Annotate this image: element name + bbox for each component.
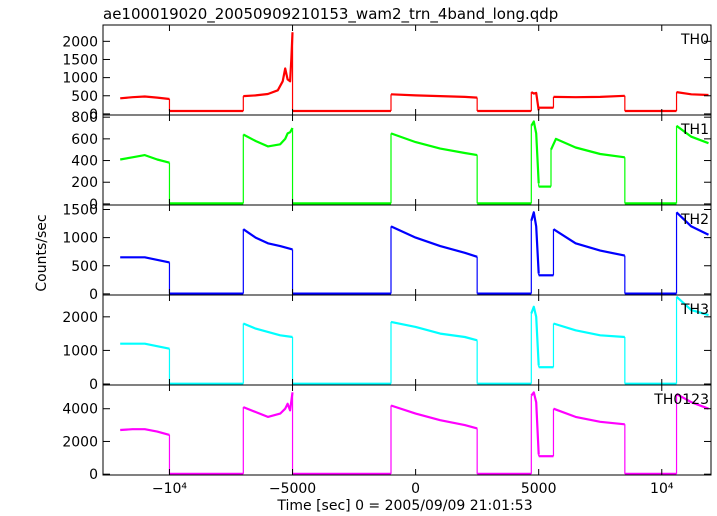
- y-tick-label: 2000: [62, 34, 98, 50]
- y-tick-label: 0: [89, 107, 98, 123]
- x-tick-label: 5000: [521, 481, 557, 497]
- panel-frame: [102, 384, 712, 476]
- chart-panels: 0 500 1000 1500 2000 TH0 0 200 400 600 800 TH1 0 500 1…: [62, 24, 712, 483]
- series-line-th1-seg10: [675, 124, 709, 145]
- panel-label-th3: TH3: [680, 302, 709, 318]
- y-tick-label: 2000: [62, 310, 98, 326]
- y-tick-label: 400: [71, 154, 98, 170]
- y-tick-label: 200: [71, 175, 98, 191]
- x-axis-label: Time [sec] 0 = 2005/09/09 21:01:53: [276, 498, 532, 514]
- chart-title: ae100019020_20050909210153_wam2_trn_4ban…: [103, 5, 558, 24]
- x-tick-label: −5000: [269, 481, 316, 497]
- series-line-th0-seg8: [553, 94, 625, 99]
- y-tick-label: 2000: [62, 434, 98, 450]
- panel-th0123: 0 2000 4000 TH0123: [62, 384, 712, 483]
- panel-frame: [102, 294, 712, 386]
- x-tick-label: −10⁴: [152, 481, 188, 497]
- series-line-th3-seg10: [675, 295, 709, 317]
- y-tick-label: 600: [71, 132, 98, 148]
- series-line-th0123-seg10: [675, 393, 709, 410]
- series-line-th3-seg4: [390, 320, 478, 342]
- series-line-th2-seg4: [390, 225, 478, 258]
- panel-frame: [102, 114, 712, 206]
- panel-label-th1: TH1: [680, 122, 709, 138]
- series-line-th0123-seg0: [120, 428, 170, 436]
- y-tick-label: 500: [71, 259, 98, 275]
- panel-frame: [102, 204, 712, 296]
- panel-label-th2: TH2: [680, 212, 709, 228]
- series-line-th2-seg2: [242, 228, 293, 251]
- y-tick-label: 0: [89, 197, 98, 213]
- panel-label-th0: TH0: [680, 32, 709, 48]
- series-line-th0123-seg6: [530, 391, 540, 455]
- series-line-th3-seg6: [530, 305, 540, 366]
- series-line-th0-seg6: [530, 91, 540, 111]
- series-line-th0-seg0: [120, 95, 170, 101]
- series-line-th2-seg10: [675, 211, 709, 236]
- series-line-th0123-seg8: [553, 407, 625, 426]
- panel-label-th0123: TH0123: [653, 392, 709, 408]
- y-tick-label: 4000: [62, 402, 98, 418]
- series-line-th3-seg2: [242, 322, 293, 339]
- y-tick-label: 800: [71, 110, 98, 126]
- panel-frame: [102, 24, 712, 116]
- y-tick-label: 1500: [62, 203, 98, 219]
- x-tick-label: 10⁴: [650, 481, 674, 497]
- panel-th0: 0 500 1000 1500 2000 TH0: [62, 24, 712, 123]
- series-line-th1-seg6: [530, 120, 540, 184]
- y-tick-label: 1000: [62, 343, 98, 359]
- series-line-th3-seg0: [120, 342, 170, 350]
- y-tick-label: 1000: [62, 71, 98, 87]
- series-line-th2-seg0: [120, 256, 170, 264]
- panel-th2: 0 500 1000 1500 TH2: [62, 203, 712, 303]
- x-tick-label: 0: [411, 481, 420, 497]
- series-line-th2-seg6: [530, 211, 540, 274]
- series-line-th1-seg4: [390, 132, 478, 157]
- y-tick-label: 1000: [62, 231, 98, 247]
- panel-th3: 0 1000 2000 TH3: [62, 294, 712, 393]
- series-line-th1-seg8: [549, 137, 625, 159]
- y-tick-label: 1500: [62, 52, 98, 68]
- series-line-th1-seg2: [242, 127, 294, 148]
- series-line-th3-seg8: [553, 322, 625, 339]
- series-line-th0-seg2: [243, 32, 294, 98]
- series-line-th0123-seg4: [390, 404, 478, 430]
- series-line-th0-seg10: [676, 91, 709, 97]
- series-line-th0123-seg2: [242, 392, 294, 418]
- y-tick-label: 0: [89, 377, 98, 393]
- x-axis-ticks: −10⁴ −5000 0 5000 10⁴: [152, 481, 674, 497]
- panel-th1: 0 200 400 600 800 TH1: [71, 110, 712, 213]
- y-tick-label: 0: [89, 287, 98, 303]
- y-axis-label: Counts/sec: [34, 214, 50, 291]
- y-tick-label: 500: [71, 89, 98, 105]
- series-line-th0-seg4: [390, 93, 478, 99]
- y-tick-label: 0: [89, 467, 98, 483]
- series-line-th1-seg0: [120, 154, 170, 164]
- series-line-th2-seg8: [552, 228, 626, 257]
